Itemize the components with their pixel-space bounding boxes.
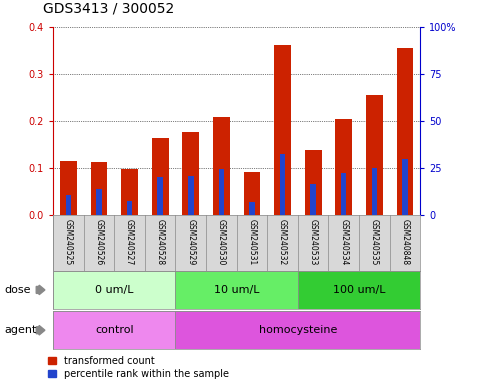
Bar <box>335 119 352 215</box>
Bar <box>121 169 138 215</box>
Bar <box>371 168 377 215</box>
Bar <box>366 94 383 215</box>
Text: homocysteine: homocysteine <box>259 325 337 335</box>
Text: GSM240527: GSM240527 <box>125 219 134 265</box>
Bar <box>305 150 322 215</box>
Text: GSM240526: GSM240526 <box>95 219 103 265</box>
Bar <box>157 177 163 215</box>
Text: 0 um/L: 0 um/L <box>95 285 134 295</box>
Text: GSM240533: GSM240533 <box>309 219 318 265</box>
Bar <box>127 201 132 215</box>
Text: GSM240534: GSM240534 <box>339 219 348 265</box>
Bar <box>152 138 169 215</box>
Text: GSM240528: GSM240528 <box>156 219 165 265</box>
Text: 100 um/L: 100 um/L <box>333 285 385 295</box>
Text: agent: agent <box>5 325 37 335</box>
Bar <box>249 202 255 215</box>
Text: GSM240848: GSM240848 <box>400 219 410 265</box>
Bar <box>60 161 77 215</box>
Bar <box>280 154 285 215</box>
Bar <box>91 162 107 215</box>
Text: GSM240525: GSM240525 <box>64 219 73 265</box>
Bar <box>188 177 194 215</box>
Bar <box>311 184 316 215</box>
Bar <box>66 195 71 215</box>
Text: GDS3413 / 300052: GDS3413 / 300052 <box>43 2 175 15</box>
Text: GSM240530: GSM240530 <box>217 219 226 265</box>
Text: 10 um/L: 10 um/L <box>214 285 259 295</box>
Bar <box>96 189 102 215</box>
Bar <box>175 311 420 349</box>
Bar <box>219 169 224 215</box>
Bar <box>397 48 413 215</box>
Bar <box>53 311 175 349</box>
Bar <box>274 45 291 215</box>
Bar <box>183 132 199 215</box>
Text: GSM240535: GSM240535 <box>370 219 379 265</box>
Text: dose: dose <box>5 285 31 295</box>
Bar <box>53 271 175 309</box>
Bar <box>175 271 298 309</box>
Text: control: control <box>95 325 134 335</box>
Bar <box>402 159 408 215</box>
Text: GSM240532: GSM240532 <box>278 219 287 265</box>
Bar <box>213 117 230 215</box>
Bar <box>243 172 260 215</box>
Legend: transformed count, percentile rank within the sample: transformed count, percentile rank withi… <box>48 356 229 379</box>
Bar <box>298 271 420 309</box>
Text: GSM240529: GSM240529 <box>186 219 195 265</box>
Text: GSM240531: GSM240531 <box>247 219 256 265</box>
Bar <box>341 173 346 215</box>
